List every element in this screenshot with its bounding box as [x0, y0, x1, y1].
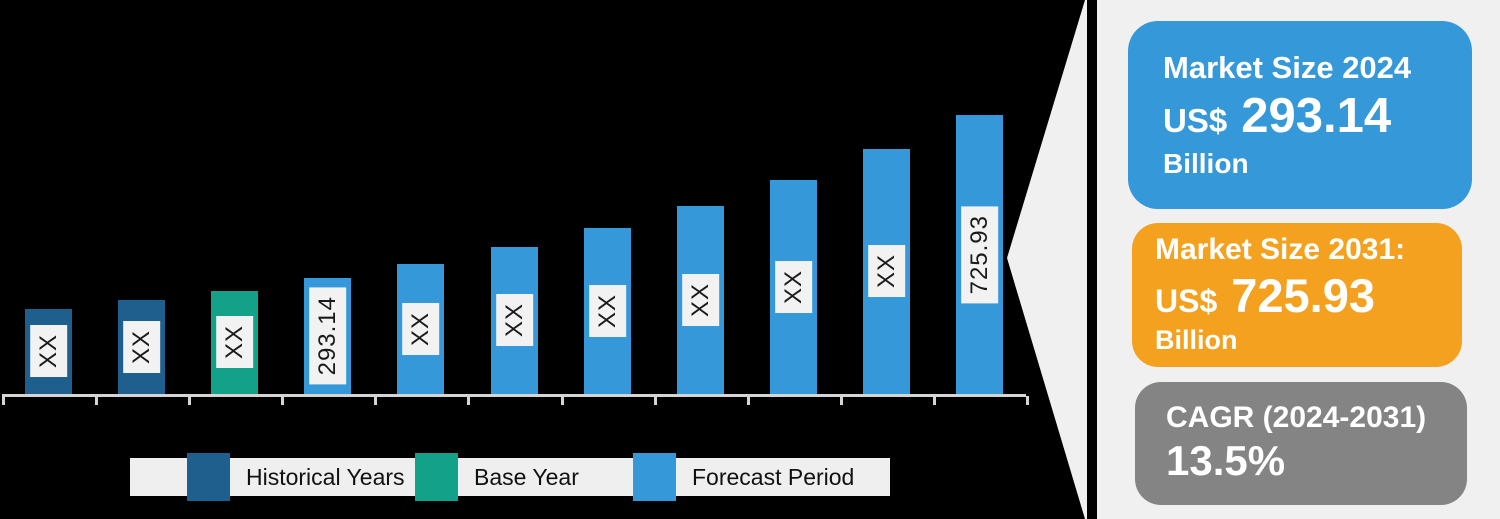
x-axis-tick [1026, 396, 1029, 405]
bar-label-wrap: XX [397, 264, 444, 394]
bar-value-label: XX [401, 302, 440, 355]
legend-swatch-base-year [415, 453, 458, 501]
legend-item-base-year: Base Year [415, 453, 579, 501]
bar-value-label: XX [774, 260, 813, 313]
bar-label-wrap: XX [118, 300, 165, 394]
x-axis-tick [561, 396, 564, 405]
x-axis-tick [2, 396, 5, 405]
bar-value-label: 293.14 [308, 287, 347, 385]
x-axis-line [2, 394, 1026, 397]
x-axis-tick [747, 396, 750, 405]
market-size-bar-chart: XX XX XX 293.14 XX XX XX XX XX XX 725.93 [2, 115, 1029, 405]
card-unit-2024: Billion [1163, 148, 1249, 180]
bar-value-label: 725.93 [960, 205, 999, 304]
market-size-2031-value: 725.93 [1231, 268, 1376, 322]
bar-8: XX [677, 206, 724, 394]
bar-label-wrap: XX [770, 180, 817, 394]
bar-value-label: XX [495, 294, 534, 347]
legend-swatch-forecast [633, 453, 676, 501]
cagr-value: 13.5% [1166, 437, 1286, 485]
bar-1: XX [25, 309, 72, 394]
bar-3: XX [211, 291, 258, 394]
bar-2: XX [118, 300, 165, 394]
bar-label-wrap: XX [491, 247, 538, 394]
bar-value-label: XX [122, 320, 161, 373]
x-axis-tick [281, 396, 284, 405]
x-axis-tick [374, 396, 377, 405]
bar-value-label: XX [867, 245, 906, 298]
x-axis-tick [467, 396, 470, 405]
bar-label-wrap: XX [677, 206, 724, 394]
legend-swatch-historical [187, 453, 230, 501]
market-size-2024-card: Market Size 2024 US$ 293.14 Billion [1128, 21, 1472, 209]
bar-value-label: XX [29, 325, 68, 378]
bar-4: 293.14 [304, 278, 351, 394]
x-axis-tick [933, 396, 936, 405]
x-axis-tick [840, 396, 843, 405]
legend-item-historical-years: Historical Years [187, 453, 405, 501]
market-size-2024-value: 293.14 [1241, 89, 1392, 144]
callout-arrow-shape [1007, 0, 1087, 519]
card-value-2024: US$ 293.14 [1163, 86, 1472, 147]
x-axis-tick [188, 396, 191, 405]
bar-value-label: XX [588, 284, 627, 337]
legend-label-forecast: Forecast Period [692, 463, 855, 490]
legend-item-forecast-period: Forecast Period [633, 453, 854, 501]
bar-6: XX [491, 247, 538, 394]
legend-label-base-year: Base Year [474, 463, 579, 490]
chart-legend: Historical Years Base Year Forecast Peri… [130, 453, 890, 501]
cagr-title: CAGR (2024-2031) [1166, 401, 1427, 435]
bar-10: XX [863, 149, 910, 394]
bar-label-wrap: XX [584, 228, 631, 394]
card-title-2024: Market Size 2024 [1163, 49, 1412, 85]
bar-label-wrap: XX [211, 291, 258, 394]
cagr-card: CAGR (2024-2031) 13.5% [1135, 382, 1467, 505]
bar-9: XX [770, 180, 817, 394]
bar-value-label: XX [681, 273, 720, 326]
legend-label-historical: Historical Years [246, 463, 405, 490]
card-value-2031: US$ 725.93 [1155, 268, 1462, 324]
card-unit-2031: Billion [1155, 325, 1238, 356]
card-title-2031: Market Size 2031: [1155, 233, 1406, 267]
bar-label-wrap: XX [863, 149, 910, 394]
bar-label-wrap: 293.14 [304, 278, 351, 394]
bar-value-label: XX [215, 316, 254, 369]
bar-5: XX [397, 264, 444, 394]
summary-side-panel: Market Size 2024 US$ 293.14 Billion Marke… [1097, 0, 1500, 519]
market-size-2031-card: Market Size 2031: US$ 725.93 Billion [1132, 223, 1462, 367]
currency-label: US$ [1155, 282, 1218, 319]
bar-label-wrap: XX [25, 309, 72, 394]
x-axis-tick [654, 396, 657, 405]
bar-11: 725.93 [956, 115, 1003, 394]
bar-7: XX [584, 228, 631, 394]
x-axis-tick [95, 396, 98, 405]
currency-label: US$ [1163, 102, 1228, 140]
bar-label-wrap: 725.93 [956, 115, 1003, 394]
